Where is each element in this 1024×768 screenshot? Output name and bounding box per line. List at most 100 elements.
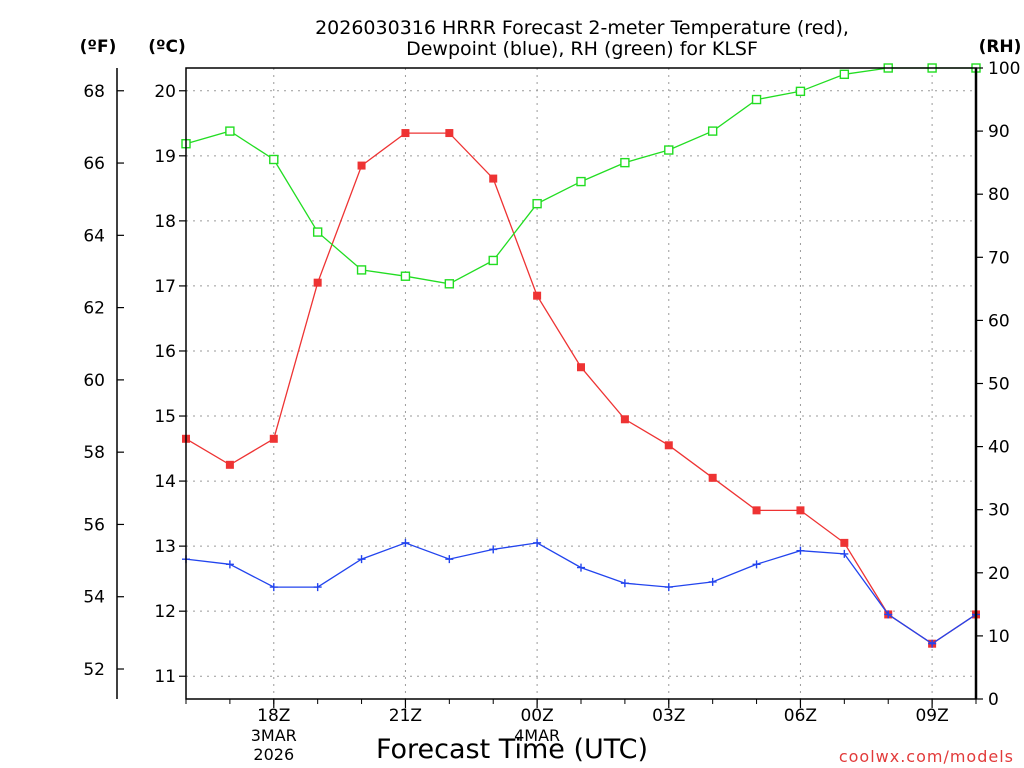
rh-tick-label: 90: [988, 122, 1010, 142]
rh-point: [269, 154, 279, 165]
rh-point: [312, 227, 323, 237]
fahrenheit-tick-label: 66: [83, 154, 105, 174]
celsius-tick-label: 16: [154, 342, 176, 362]
dewpoint-point: [796, 546, 805, 555]
dewpoint-point: [401, 538, 410, 547]
rh-point: [839, 69, 850, 80]
rh-point: [576, 176, 586, 187]
temperature-point: [533, 291, 542, 300]
rh-point: [400, 271, 411, 281]
fahrenheit-tick-label: 60: [83, 371, 105, 391]
grid-lines: [186, 68, 976, 699]
temperature-point: [796, 506, 805, 515]
x-tick-label: 03Z: [652, 706, 685, 726]
celsius-tick-label: 13: [154, 537, 176, 557]
date-label: 3MAR: [251, 726, 297, 745]
dewpoint-point: [664, 583, 673, 592]
dewpoint-point: [620, 579, 629, 588]
dewpoint-point: [840, 549, 849, 558]
dewpoint-point: [577, 563, 585, 572]
dewpoint-point: [708, 577, 717, 586]
temperature-point: [620, 415, 629, 424]
date-label: 4MAR: [514, 726, 560, 745]
rh-tick-label: 0: [988, 690, 999, 710]
dewpoint-line: [185, 542, 977, 645]
temperature-point: [577, 363, 585, 372]
temperature-point: [357, 161, 366, 170]
celsius-tick-label: 15: [154, 407, 176, 427]
rh-point: [488, 255, 498, 266]
x-tick-label: 00Z: [520, 706, 553, 726]
rh-point: [532, 198, 542, 209]
temperature-point: [489, 174, 498, 183]
rh-point: [751, 94, 762, 105]
rh-point: [707, 126, 718, 136]
rh-tick-label: 40: [988, 438, 1010, 458]
temperature-point: [445, 129, 454, 138]
fahrenheit-tick-label: 68: [83, 82, 105, 102]
plot-frame: [185, 67, 977, 700]
dewpoint-point: [884, 610, 893, 619]
x-axis-label: Forecast Time (UTC): [376, 734, 648, 765]
dewpoint-point: [357, 555, 366, 564]
dewpoint-point: [225, 560, 234, 569]
rh-tick-label: 20: [988, 564, 1010, 584]
chart-title-line-1: 2026030316 HRRR Forecast 2-meter Tempera…: [315, 17, 849, 39]
fahrenheit-tick-label: 64: [83, 226, 105, 246]
source-credit: coolwx.com/models: [839, 747, 1014, 766]
celsius-tick-label: 20: [154, 82, 176, 102]
rh-tick-label: 100: [988, 59, 1020, 79]
date-label: 2026: [253, 745, 294, 764]
fahrenheit-tick-label: 52: [83, 660, 105, 680]
fahrenheit-unit-label: (ºF): [80, 37, 117, 57]
fahrenheit-tick-label: 62: [83, 299, 105, 319]
temperature-point: [664, 441, 673, 450]
celsius-tick-label: 17: [154, 277, 176, 297]
temperature-point: [840, 538, 849, 547]
dewpoint-point: [752, 560, 761, 569]
dewpoint-point: [313, 583, 322, 592]
axes: 11 12 13 14 15 16 17 18 19 20 52 54 56 58 60 62 64 66 68 0 1…: [83, 59, 1020, 764]
dewpoint-point: [269, 583, 278, 592]
dewpoint-point: [489, 545, 498, 554]
temperature-point: [269, 434, 278, 443]
temperature-point: [313, 278, 322, 287]
rh-point: [444, 279, 455, 289]
rh-point: [664, 145, 674, 155]
celsius-tick-label: 14: [154, 472, 176, 492]
dewpoint-point: [533, 538, 542, 547]
dewpoint-point: [445, 555, 454, 564]
temperature-point: [225, 460, 234, 469]
rh-tick-label: 30: [988, 501, 1010, 521]
fahrenheit-tick-label: 56: [83, 515, 105, 535]
temperature-point: [401, 129, 410, 138]
rh-tick-label: 70: [988, 248, 1010, 268]
rh-point: [225, 126, 235, 136]
chart-title-line-2: Dewpoint (blue), RH (green) for KLSF: [406, 38, 758, 60]
fahrenheit-tick-label: 58: [83, 443, 105, 463]
dewpoint-point: [928, 639, 937, 648]
rh-point: [620, 157, 630, 168]
temperature-point: [708, 473, 717, 482]
rh-point: [795, 86, 806, 97]
celsius-unit-label: (ºC): [148, 37, 186, 57]
temperature-point: [752, 506, 761, 515]
rh-tick-label: 80: [988, 185, 1010, 205]
rh-tick-label: 50: [988, 375, 1010, 395]
rh-unit-label: (RH): [979, 37, 1022, 57]
rh-line: [185, 67, 976, 285]
celsius-tick-label: 18: [154, 212, 176, 232]
rh-tick-label: 10: [988, 627, 1010, 647]
x-tick-label: 09Z: [915, 706, 948, 726]
celsius-tick-label: 12: [154, 602, 176, 622]
celsius-tick-label: 11: [154, 667, 176, 687]
x-tick-label: 06Z: [784, 706, 817, 726]
fahrenheit-tick-label: 54: [83, 588, 105, 608]
rh-point: [356, 265, 367, 275]
rh-tick-label: 60: [988, 311, 1010, 331]
celsius-tick-label: 19: [154, 147, 176, 167]
x-tick-label: 21Z: [389, 706, 422, 726]
x-tick-label: 18Z: [257, 706, 290, 726]
series-layer: [181, 63, 981, 648]
